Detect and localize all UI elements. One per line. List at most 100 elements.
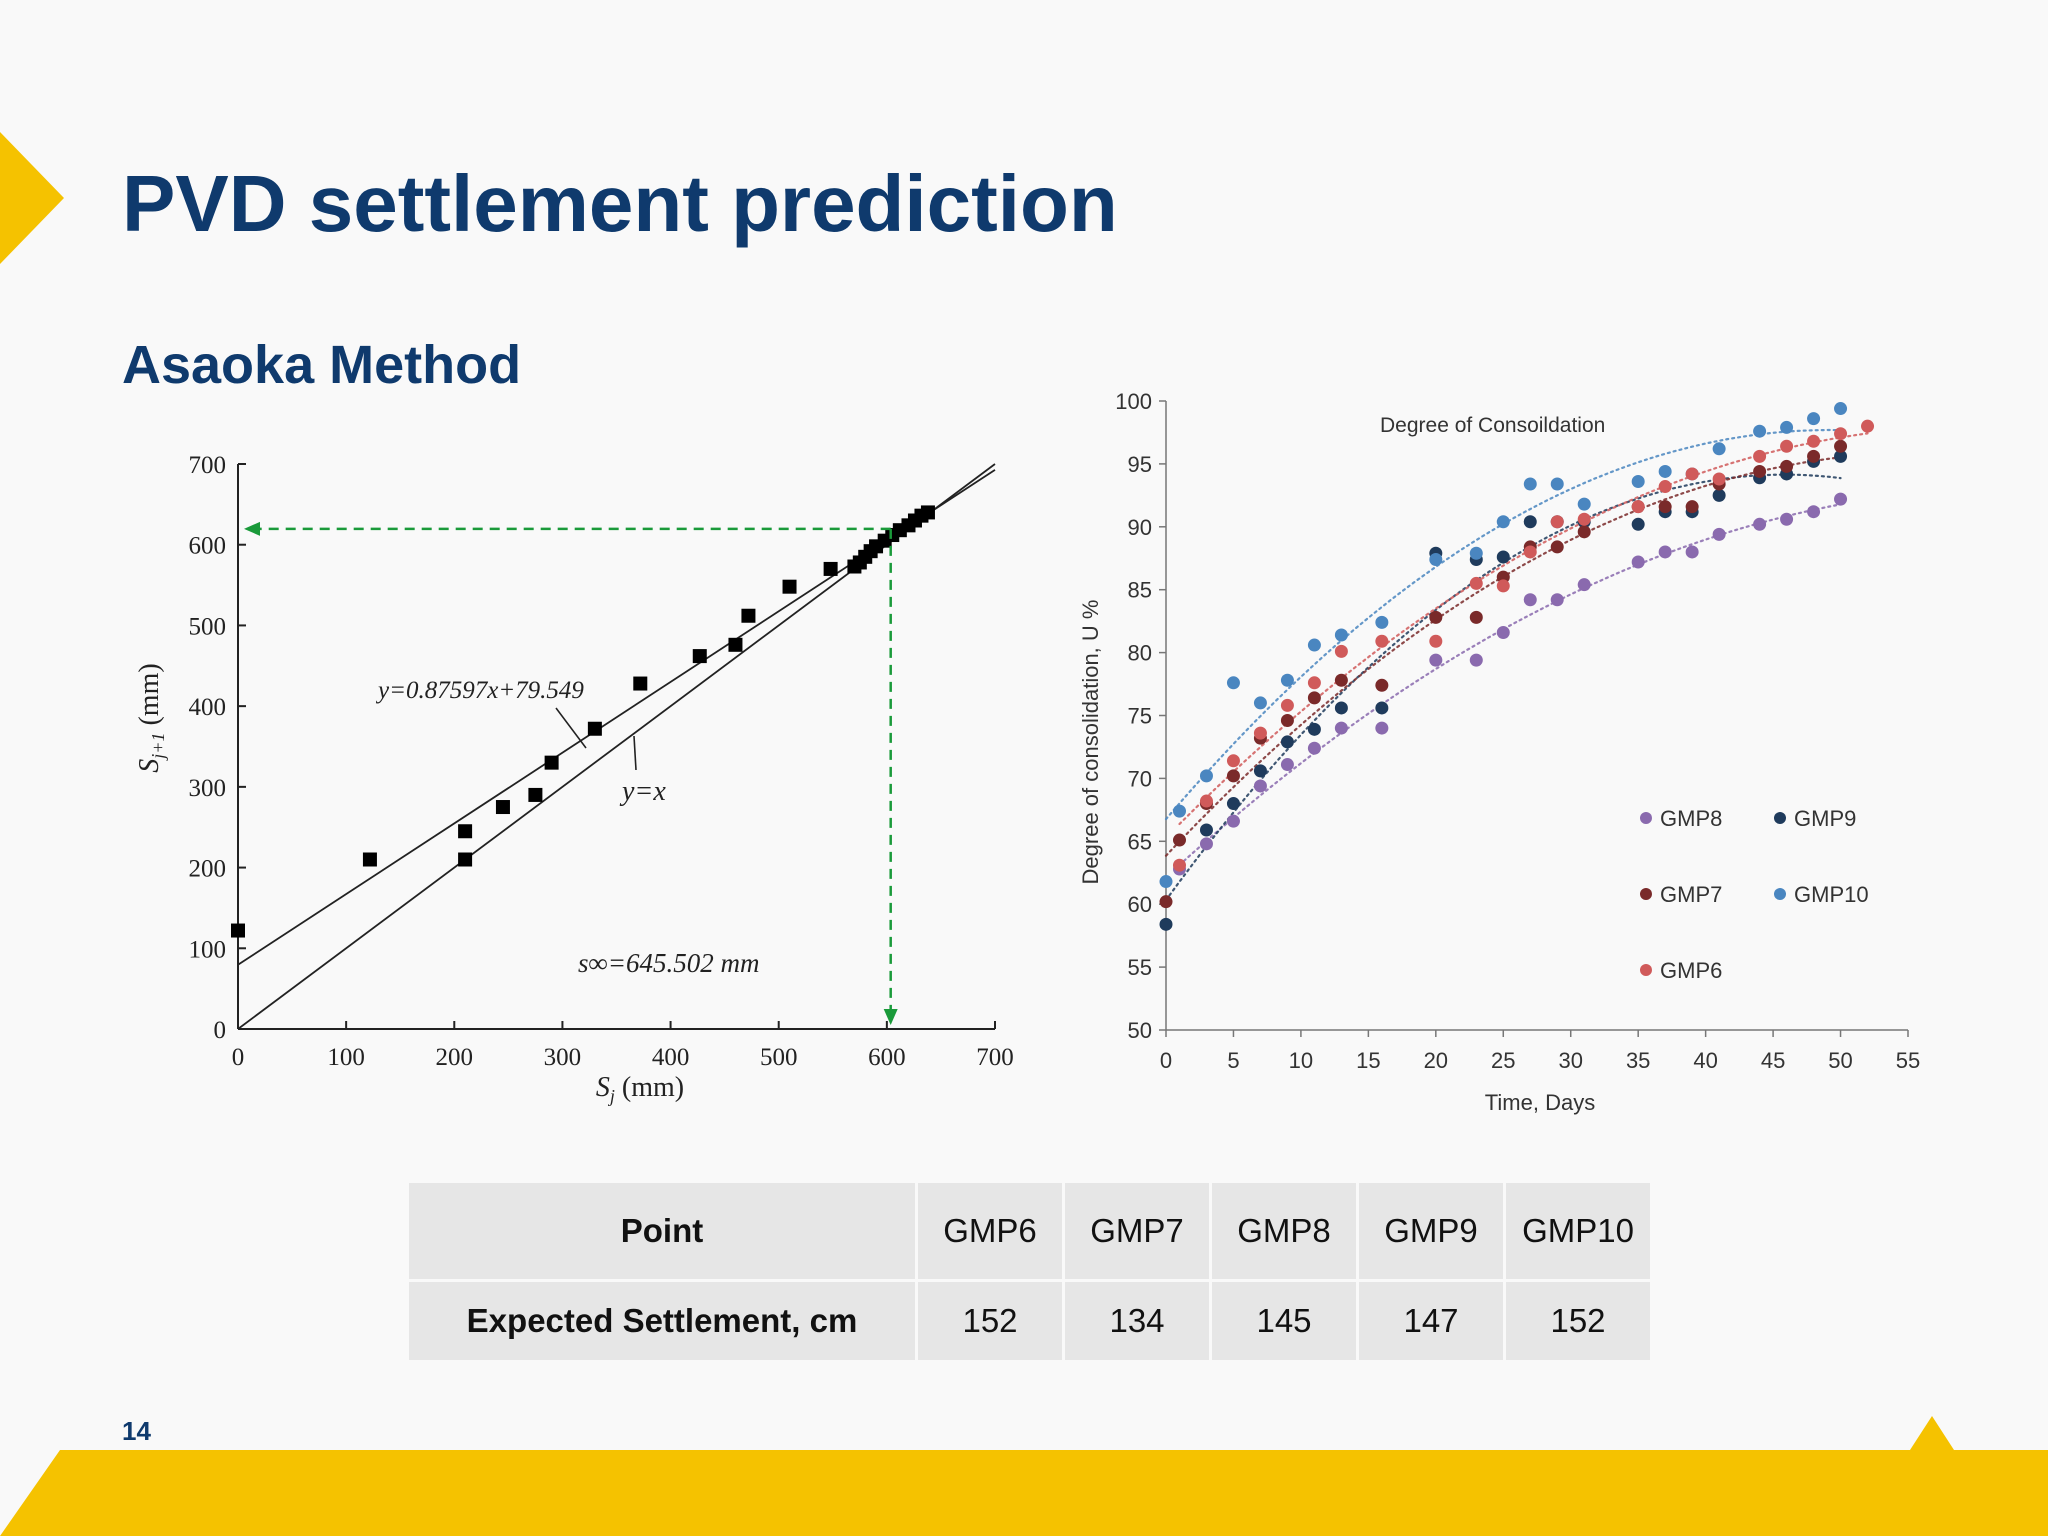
doc-x-tick-label: 0 (1160, 1048, 1172, 1073)
page-number: 14 (122, 1416, 151, 1446)
table-cell-gmp10: 152 (1506, 1282, 1650, 1360)
doc-point-gmp8 (1496, 625, 1510, 639)
doc-point-gmp10 (1429, 553, 1443, 567)
doc-point-gmp6 (1523, 545, 1537, 559)
doc-x-tick-label: 20 (1424, 1048, 1448, 1073)
doc-point-gmp7 (1429, 610, 1443, 624)
doc-point-gmp9 (1334, 701, 1348, 715)
doc-point-gmp6 (1226, 754, 1240, 768)
doc-x-tick-label: 15 (1356, 1048, 1380, 1073)
doc-point-gmp10 (1834, 402, 1848, 416)
doc-legend-label-gmp9: GMP9 (1794, 806, 1856, 831)
asaoka-data-point (458, 852, 473, 867)
doc-point-gmp7 (1469, 610, 1483, 624)
asaoka-x-tick-label: 400 (652, 1044, 690, 1071)
doc-x-tick-label: 45 (1761, 1048, 1785, 1073)
doc-point-gmp6 (1861, 419, 1875, 433)
doc-point-gmp6 (1375, 634, 1389, 648)
doc-point-gmp7 (1550, 540, 1564, 554)
doc-point-gmp9 (1429, 546, 1443, 560)
table-cell-gmp7: 134 (1065, 1282, 1209, 1360)
doc-point-gmp6 (1631, 500, 1645, 514)
doc-point-gmp6 (1280, 698, 1294, 712)
asaoka-y-tick-label: 100 (189, 936, 227, 963)
doc-point-gmp7 (1780, 459, 1794, 473)
asaoka-y-tick-label: 0 (214, 1017, 227, 1044)
doc-point-gmp8 (1199, 837, 1213, 851)
doc-point-gmp9 (1159, 917, 1173, 931)
doc-point-gmp10 (1307, 638, 1321, 652)
asaoka-y-tick-label: 600 (189, 533, 227, 560)
doc-point-gmp6 (1753, 449, 1767, 463)
doc-point-gmp9 (1523, 515, 1537, 529)
table-row: Expected Settlement, cm 152 134 145 147 … (409, 1282, 1650, 1360)
asaoka-y-tick-label: 200 (189, 856, 227, 883)
doc-point-gmp6 (1685, 467, 1699, 481)
doc-trend-gmp7 (1164, 456, 1842, 857)
asaoka-data-point (920, 505, 935, 520)
doc-point-gmp7 (1253, 731, 1267, 745)
doc-point-gmp7 (1658, 500, 1672, 514)
asaoka-regression-line (237, 469, 996, 966)
doc-y-tick-label: 75 (1128, 704, 1152, 729)
asaoka-y-tick-label: 400 (189, 694, 227, 721)
doc-point-gmp6 (1834, 427, 1848, 441)
asaoka-xlabel: Sj (mm) (596, 1072, 684, 1106)
asaoka-y-tick-label: 700 (189, 452, 227, 479)
asaoka-x-tick-label: 100 (327, 1044, 365, 1071)
settlement-table: Point GMP6 GMP7 GMP8 GMP9 GMP10 Expected… (406, 1180, 1653, 1363)
doc-point-gmp8 (1712, 527, 1726, 541)
doc-y-tick-label: 90 (1128, 515, 1152, 540)
doc-point-gmp8 (1631, 555, 1645, 569)
table-cell-gmp8: 145 (1212, 1282, 1356, 1360)
doc-point-gmp7 (1631, 500, 1645, 514)
doc-point-gmp9 (1834, 449, 1848, 463)
doc-point-gmp10 (1685, 467, 1699, 481)
doc-point-gmp9 (1753, 471, 1767, 485)
doc-point-gmp8 (1469, 653, 1483, 667)
doc-point-gmp9 (1577, 515, 1591, 529)
doc-point-gmp6 (1550, 515, 1564, 529)
doc-y-tick-label: 95 (1128, 452, 1152, 477)
doc-point-gmp10 (1375, 615, 1389, 629)
doc-point-gmp9 (1253, 764, 1267, 778)
doc-point-gmp8 (1307, 741, 1321, 755)
doc-point-gmp7 (1685, 500, 1699, 514)
doc-point-gmp9 (1658, 505, 1672, 519)
doc-point-gmp6 (1253, 726, 1267, 740)
doc-point-gmp9 (1712, 488, 1726, 502)
table-col-gmp7: GMP7 (1065, 1183, 1209, 1279)
identity-label: y=x (619, 776, 666, 807)
asaoka-data-point (728, 637, 743, 652)
asaoka-data-point (633, 676, 648, 691)
doc-point-gmp8 (1658, 545, 1672, 559)
doc-point-gmp8 (1523, 593, 1537, 607)
doc-point-gmp10 (1226, 676, 1240, 690)
asaoka-data-point (907, 513, 922, 528)
doc-point-gmp9 (1780, 467, 1794, 481)
doc-point-gmp10 (1753, 424, 1767, 438)
asaoka-guide-arrowhead-down (883, 1009, 898, 1025)
doc-point-gmp9 (1280, 735, 1294, 749)
asaoka-data-point (901, 518, 916, 533)
doc-point-gmp6 (1658, 480, 1672, 494)
doc-point-gmp10 (1523, 477, 1537, 491)
consolidation-title: Degree of Consoildation (1380, 414, 1605, 437)
doc-point-gmp7 (1159, 895, 1173, 909)
doc-point-gmp10 (1712, 442, 1726, 456)
doc-point-gmp7 (1280, 714, 1294, 728)
doc-point-gmp7 (1375, 678, 1389, 692)
doc-x-tick-label: 50 (1828, 1048, 1852, 1073)
asaoka-data-point (362, 852, 377, 867)
doc-point-gmp6 (1429, 634, 1443, 648)
doc-y-tick-label: 50 (1128, 1018, 1152, 1043)
table-row: Point GMP6 GMP7 GMP8 GMP9 GMP10 (409, 1183, 1650, 1279)
doc-point-gmp7 (1807, 449, 1821, 463)
doc-point-gmp8 (1577, 578, 1591, 592)
doc-point-gmp7 (1199, 797, 1213, 811)
asaoka-y-tick-label: 300 (189, 775, 227, 802)
doc-point-gmp10 (1658, 464, 1672, 478)
doc-point-gmp9 (1631, 517, 1645, 531)
doc-x-tick-label: 30 (1558, 1048, 1582, 1073)
doc-point-gmp10 (1199, 769, 1213, 783)
